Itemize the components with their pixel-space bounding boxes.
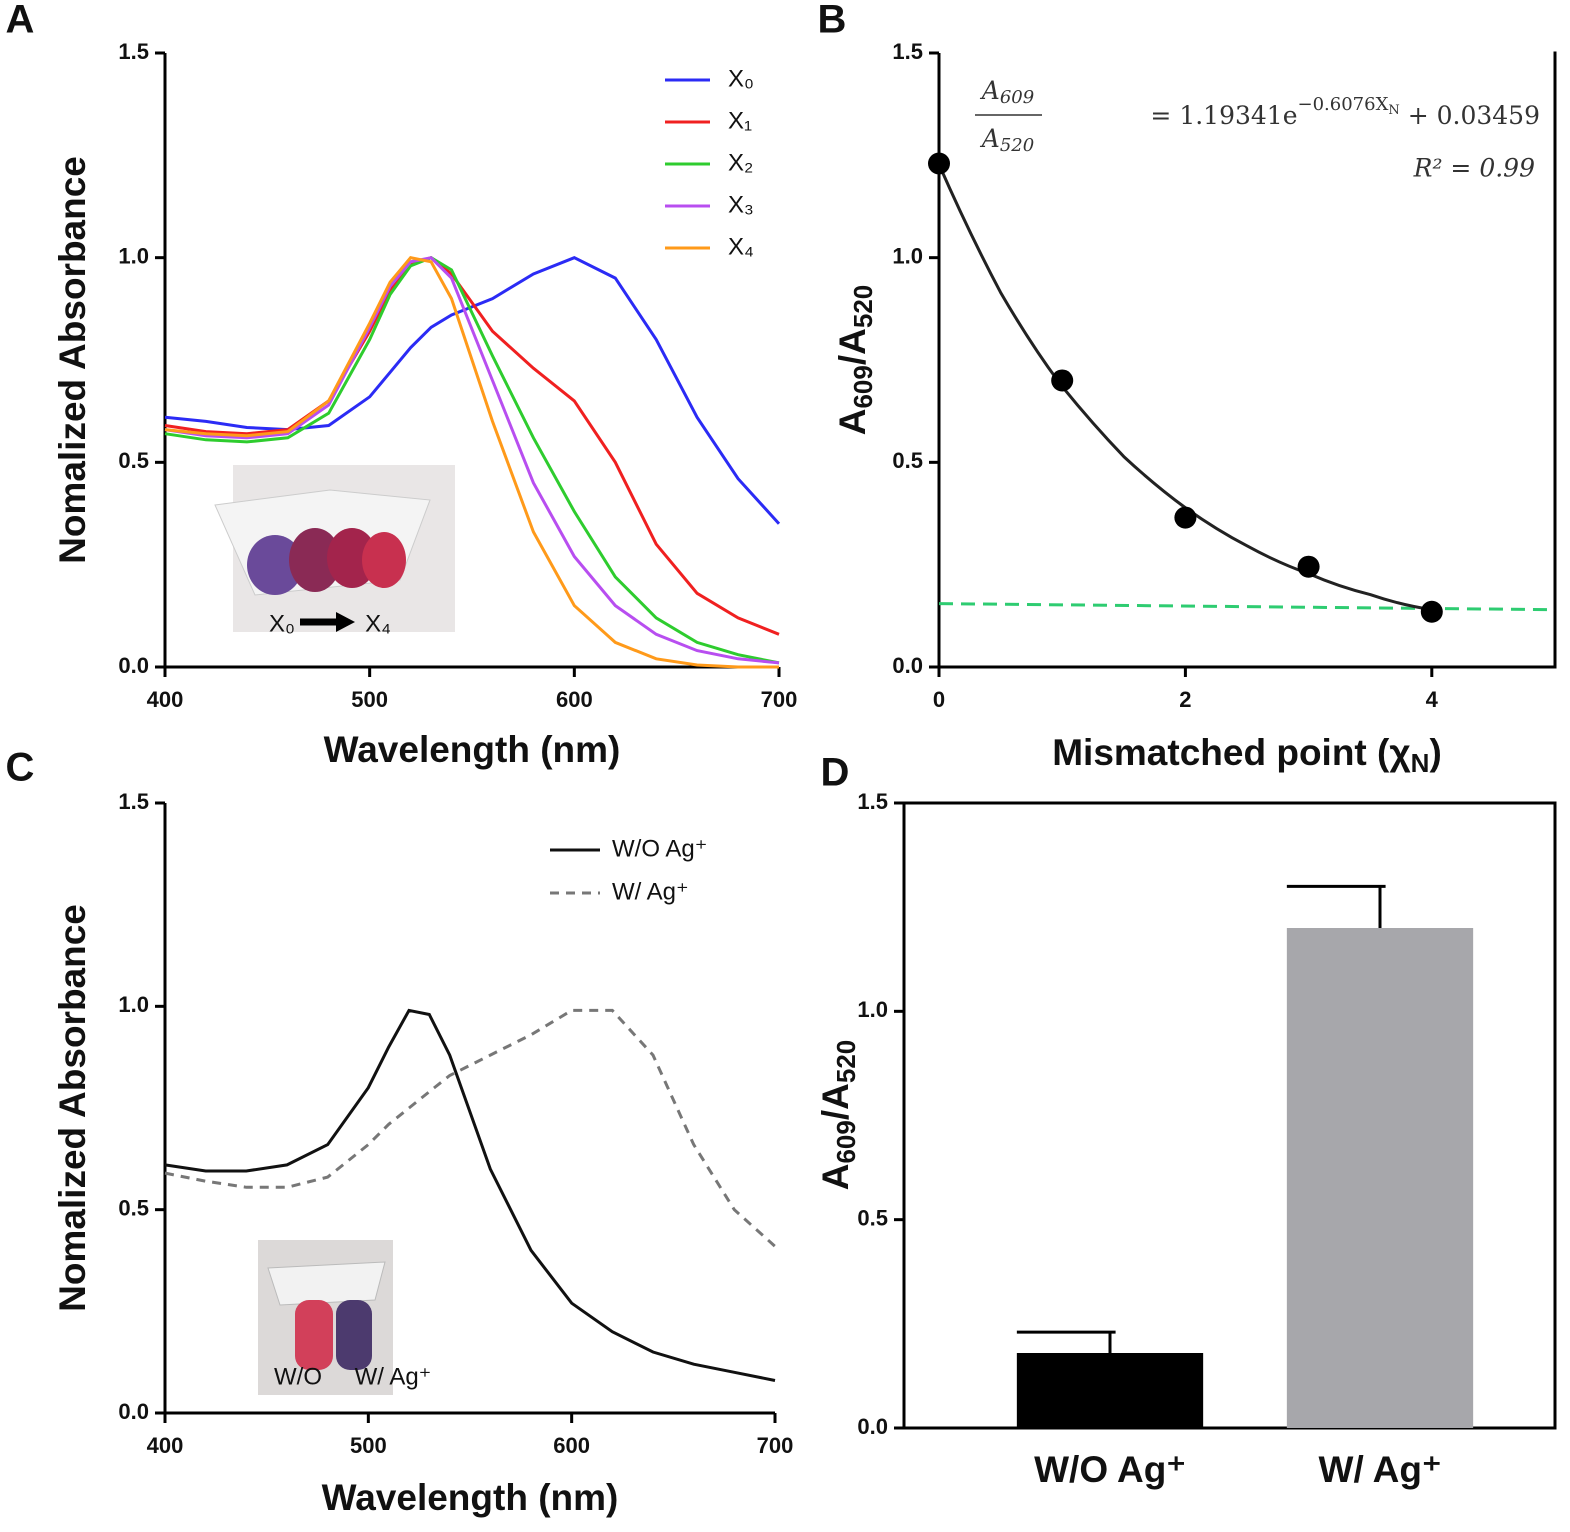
panel-label: D: [821, 751, 850, 795]
bar: [1016, 1353, 1204, 1428]
equation-numerator-part: 609: [1000, 87, 1034, 108]
arrow-head: [336, 612, 355, 632]
y-axis-label-part: A: [832, 409, 873, 436]
series-line: [164, 256, 779, 669]
y-axis-label-part: A: [815, 1164, 856, 1191]
point: [928, 152, 950, 175]
equation-numerator-part: A: [980, 76, 1000, 105]
equation-numerator: A609: [980, 76, 1034, 109]
y-tick-label: 1.5: [118, 39, 149, 64]
fit-curve: [937, 163, 1433, 612]
y-axis-label: A609/A520: [832, 285, 878, 436]
tubes: [267, 1261, 386, 1306]
panel-label: C: [6, 746, 35, 790]
y-axis-label-part: 609: [848, 365, 878, 408]
legend-label: X₃: [728, 191, 754, 218]
x-tick-label: 700: [757, 1433, 794, 1458]
panel-label: B: [818, 0, 847, 42]
x-axis-label-part: N: [1411, 748, 1430, 778]
tube: [336, 1300, 372, 1370]
inset-label: X₄: [365, 610, 391, 637]
y-tick-label: 1.5: [118, 789, 149, 814]
x-tick-label: 400: [147, 1433, 184, 1458]
legend-label: W/O Ag⁺: [612, 835, 707, 862]
legend-label: X₀: [728, 65, 754, 92]
legend-label: X₁: [728, 107, 752, 134]
equation-rhs-part: + 0.03459: [1400, 101, 1540, 130]
x-tick-label: 700: [761, 687, 798, 712]
legend-label: X₂: [728, 149, 753, 176]
x-tick-label: 500: [351, 687, 388, 712]
point: [1051, 369, 1074, 392]
x-tick-label: W/O Ag⁺: [1034, 1449, 1186, 1490]
series-line: [164, 1008, 776, 1382]
y-axis-label-part: /A: [832, 328, 873, 365]
legend-label: X₄: [728, 233, 754, 260]
x-tick-label: 500: [350, 1433, 387, 1458]
tube: [362, 532, 406, 588]
series-line: [164, 256, 780, 665]
y-axis-label: Nomalized Absorbance: [52, 904, 93, 1312]
inset-photo-c: [258, 1240, 393, 1395]
inset-label: W/ Ag⁺: [355, 1363, 432, 1390]
y-tick-label: 0.5: [857, 1205, 888, 1230]
series-line: [164, 256, 780, 665]
inset-label: X₀: [269, 610, 295, 637]
x-axis-label: Wavelength (nm): [324, 729, 621, 770]
r-squared: R² = 0.99: [1413, 154, 1535, 183]
threshold-line: [938, 602, 1556, 612]
y-tick-label: 1.0: [857, 997, 888, 1022]
legend-label: W/ Ag⁺: [612, 878, 689, 905]
y-tick-label: 1.0: [892, 243, 923, 268]
y-tick-label: 1.0: [118, 992, 149, 1017]
bar: [1286, 928, 1474, 1428]
x-tick-label: 600: [556, 687, 593, 712]
equation-denominator-part: A: [980, 124, 1000, 153]
y-axis-label-part: 609: [831, 1120, 861, 1163]
y-axis-label-part: 520: [831, 1040, 861, 1083]
y-tick-label: 1.5: [892, 39, 923, 64]
x-axis-label: Mismatched point (χN): [1052, 732, 1442, 778]
y-tick-label: 1.5: [857, 789, 888, 814]
x-tick-label: 600: [553, 1433, 590, 1458]
equation-rhs-part: = 1.19341e: [1150, 101, 1297, 130]
x-axis-label-part: Mismatched point (χ: [1052, 732, 1411, 773]
x-tick-label: 2: [1179, 687, 1191, 712]
point: [1174, 506, 1197, 529]
series-line: [164, 1008, 777, 1248]
tube: [327, 528, 377, 588]
y-axis-label-part: 520: [848, 285, 878, 328]
y-axis-label: Nomalized Absorbance: [52, 156, 93, 564]
y-axis-label: A609/A520: [815, 1040, 861, 1191]
x-tick-label: W/ Ag⁺: [1319, 1449, 1442, 1490]
y-tick-label: 0.5: [118, 1195, 149, 1220]
x-tick-label: 4: [1426, 687, 1439, 712]
inset-label: W/O: [274, 1363, 322, 1390]
tube: [247, 535, 303, 595]
x-axis-label-part: ): [1429, 732, 1441, 773]
y-tick-label: 0.0: [118, 1399, 149, 1424]
x-tick-label: 0: [933, 687, 945, 712]
y-tick-label: 0.0: [118, 653, 149, 678]
point: [1297, 555, 1320, 578]
equation-rhs: = 1.19341e−0.6076XN + 0.03459: [1150, 94, 1540, 130]
y-tick-label: 0.5: [118, 448, 149, 473]
equation-denominator-part: 520: [1000, 135, 1034, 156]
point: [1420, 600, 1443, 623]
y-tick-label: 0.0: [892, 653, 923, 678]
inset-photo-a: [214, 465, 455, 632]
y-tick-label: 1.0: [118, 243, 149, 268]
equation-rhs-part: −0.6076X: [1298, 94, 1389, 115]
y-axis-label-part: /A: [815, 1083, 856, 1120]
panel-label: A: [6, 0, 35, 42]
y-tick-label: 0.5: [892, 448, 923, 473]
y-tick-label: 0.0: [857, 1414, 888, 1439]
x-axis-label: Wavelength (nm): [322, 1477, 619, 1518]
tube: [295, 1300, 333, 1370]
equation-rhs-part: N: [1388, 103, 1399, 118]
x-tick-label: 400: [147, 687, 184, 712]
tube: [289, 528, 341, 592]
equation-denominator: A520: [980, 124, 1034, 157]
